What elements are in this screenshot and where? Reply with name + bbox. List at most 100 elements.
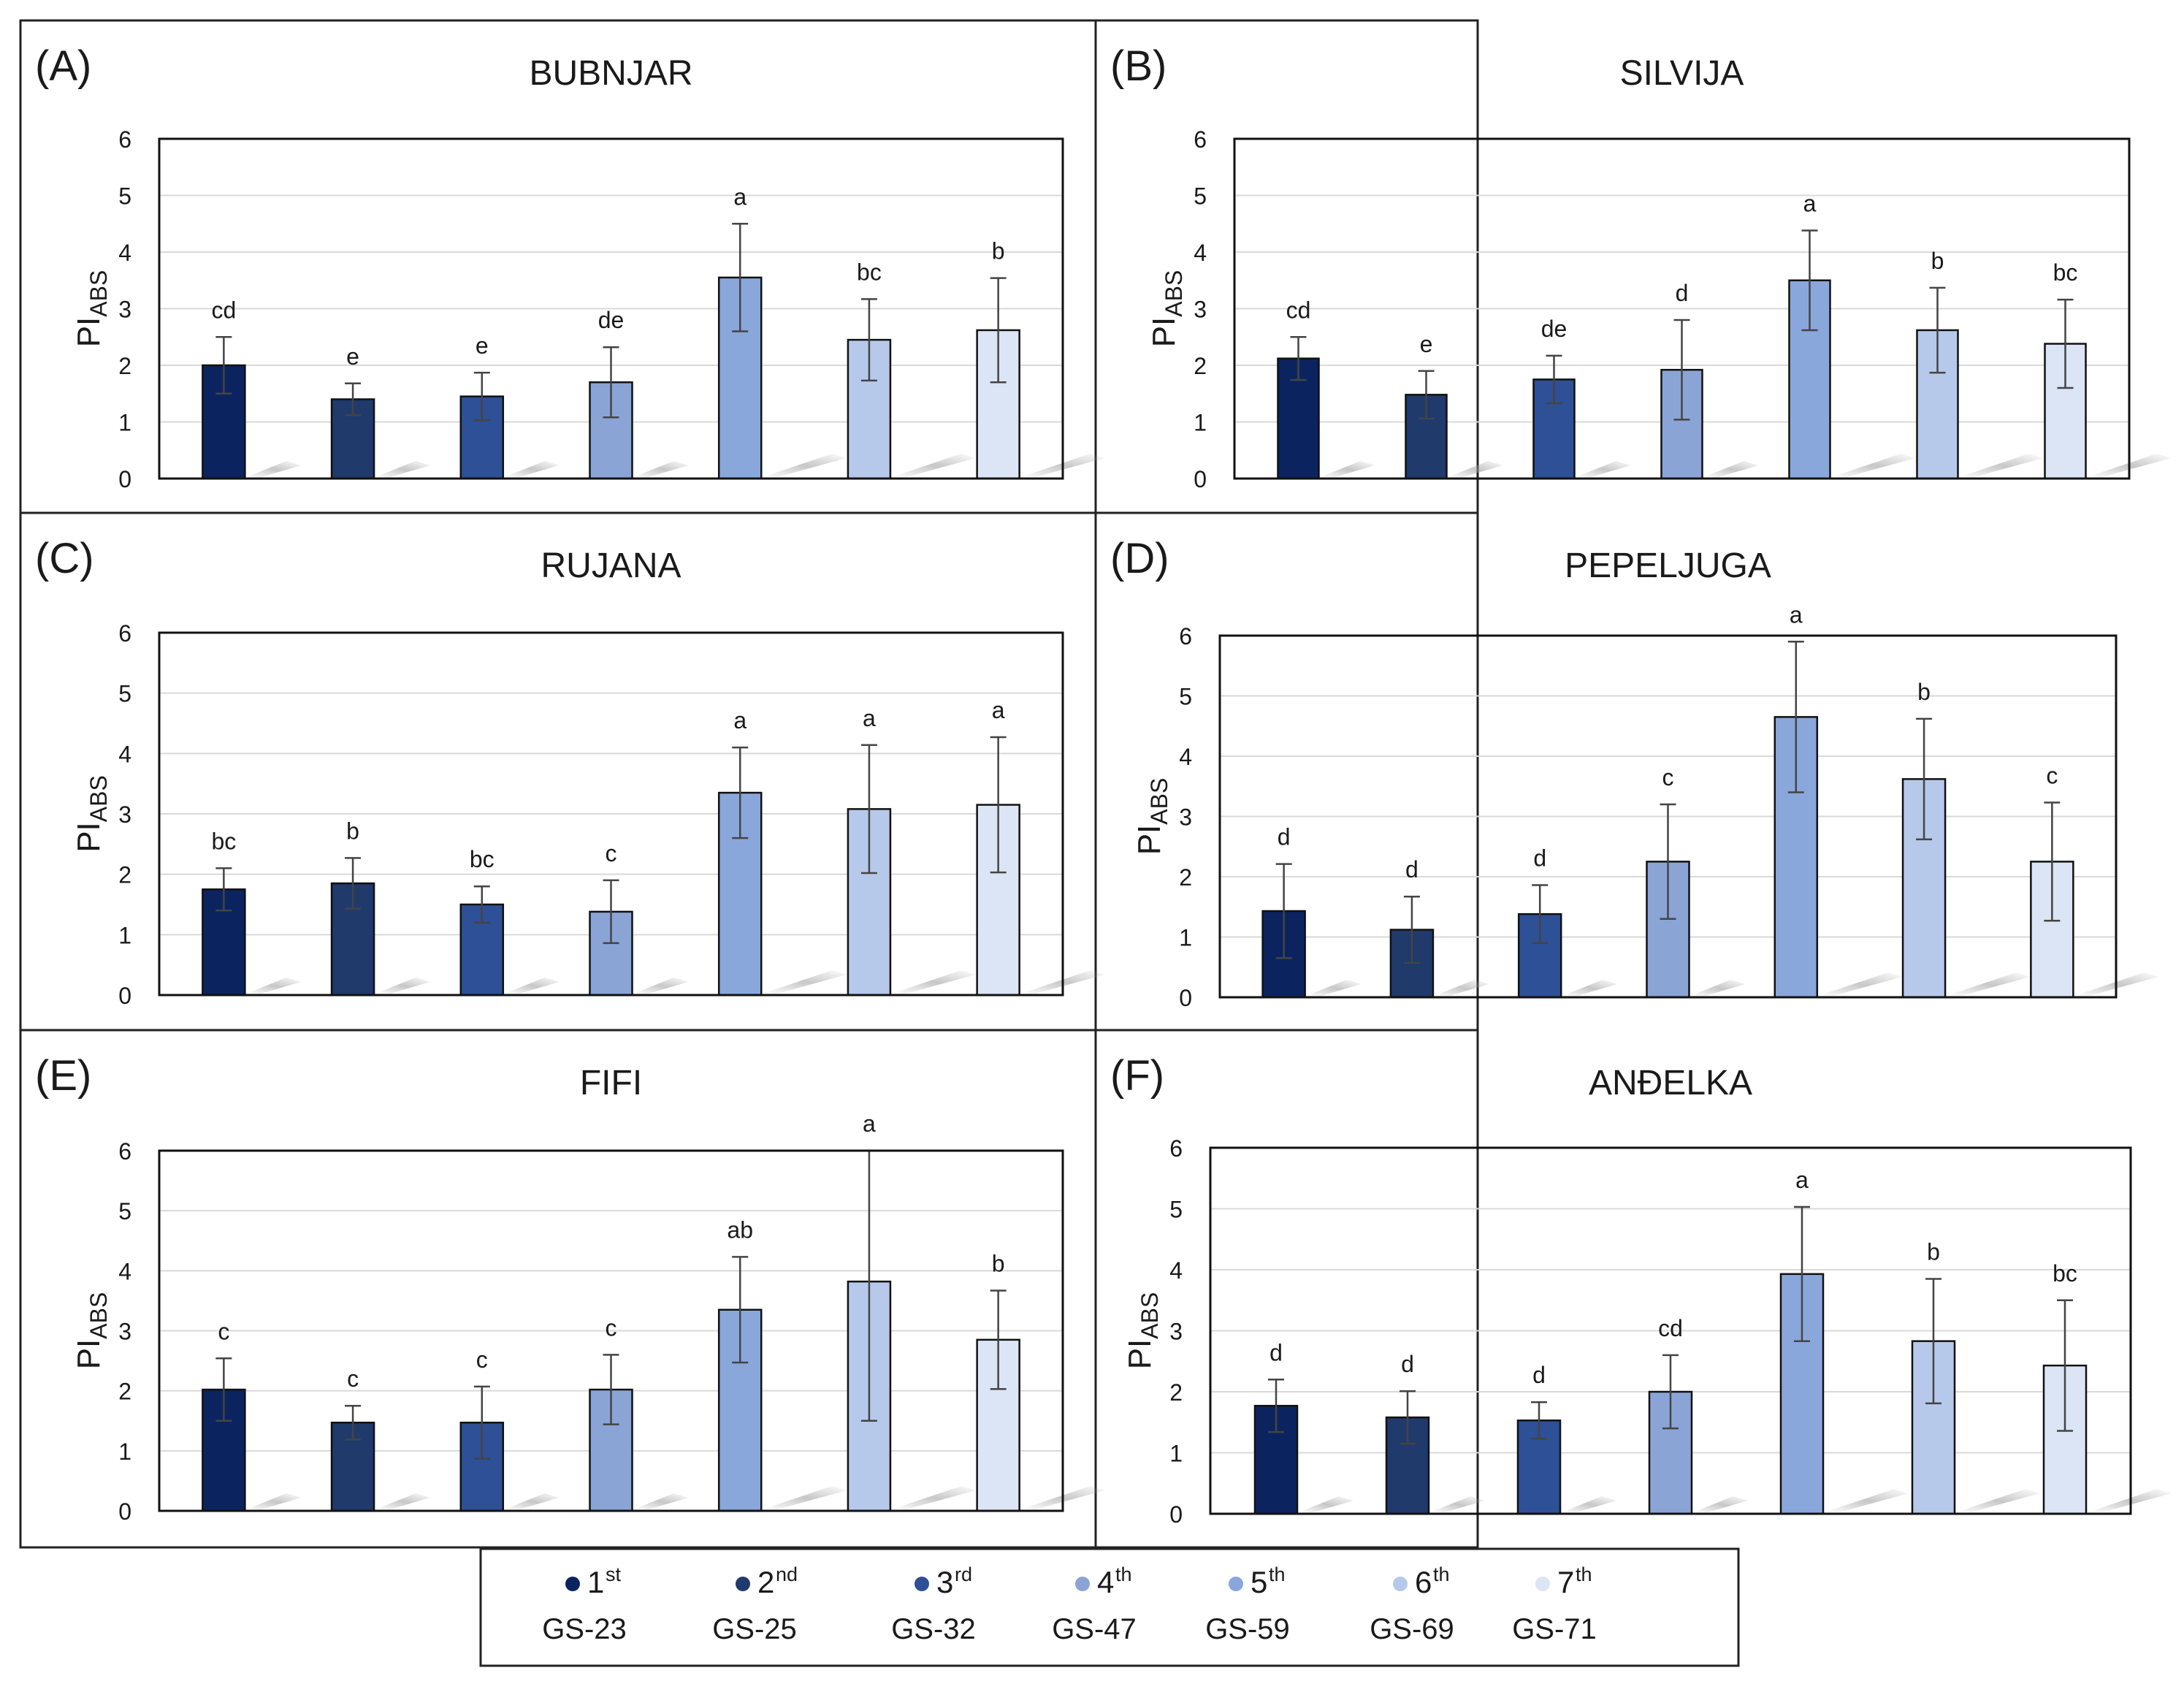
- legend-marker: [1229, 1577, 1243, 1591]
- y-axis-label-main: PI: [71, 822, 107, 853]
- significance-letter: a: [992, 697, 1005, 723]
- legend-stage-code: GS-32: [891, 1613, 976, 1645]
- significance-letter: e: [1420, 331, 1433, 357]
- plot-area-border: [158, 137, 1064, 480]
- y-tick-label: 5: [1169, 1197, 1183, 1223]
- y-axis-label-sub: ABS: [85, 1292, 112, 1339]
- significance-letter: e: [476, 332, 489, 359]
- panel-label: (D): [1110, 535, 1169, 582]
- chart-panel-b: (B) SILVIJA 0 1 2 3 4 5 6 PIABS cd e de d a b bc: [1110, 42, 2172, 492]
- y-tick-label: 2: [118, 1379, 131, 1405]
- significance-letter: de: [598, 307, 625, 333]
- y-tick-label: 3: [118, 1319, 131, 1345]
- y-tick-label: 6: [118, 126, 131, 153]
- bar-shadow: [891, 454, 976, 477]
- legend-stage-code: GS-25: [712, 1613, 797, 1645]
- bar-shadow: [891, 970, 976, 994]
- significance-letter: a: [863, 705, 876, 731]
- chart-panel-c: (C) RUJANA 0 1 2 3 4 5 6 PIABS bc b bc c a a a: [35, 535, 1105, 1009]
- legend-stage-code: GS-59: [1205, 1613, 1290, 1645]
- y-tick-label: 4: [1169, 1257, 1183, 1284]
- chart-panel-a: (A) BUBNJAR 0 1 2 3 4 5 6 PIABS cd e e de a bc b: [35, 42, 1105, 492]
- y-tick-label: 6: [1179, 623, 1192, 649]
- bar-shadow: [504, 1493, 560, 1509]
- bar-shadow: [1448, 461, 1503, 477]
- legend-marker: [565, 1577, 580, 1591]
- legend-stage-suffix: th: [1115, 1563, 1132, 1585]
- legend-marker: [1075, 1577, 1090, 1591]
- y-axis-label-sub: ABS: [1137, 1292, 1163, 1339]
- panel-label: (F): [1110, 1052, 1164, 1100]
- significance-letter: c: [2046, 763, 2058, 789]
- panel-label: (E): [35, 1052, 91, 1100]
- significance-letter: cd: [1286, 297, 1311, 323]
- significance-letter: a: [1795, 1167, 1809, 1193]
- significance-letter: a: [733, 707, 747, 734]
- chart-title: PEPELJUGA: [1565, 546, 1771, 585]
- legend-marker: [1535, 1577, 1550, 1591]
- panel-label: (A): [35, 42, 91, 90]
- figure-border: [19, 19, 1479, 1549]
- legend-marker: [736, 1577, 750, 1591]
- significance-letter: a: [863, 1110, 876, 1137]
- legend-stage-suffix: th: [1433, 1563, 1450, 1585]
- bar-shadow: [1831, 454, 1916, 477]
- legend-item: 2 nd GS-25: [712, 1563, 798, 1645]
- y-axis-label-main: PI: [71, 1339, 107, 1370]
- y-tick-label: 4: [118, 741, 131, 767]
- bar-shadow: [1562, 980, 1618, 996]
- legend-stage-number: 4: [1097, 1565, 1114, 1599]
- legend-stage-suffix: rd: [955, 1563, 972, 1585]
- y-axis-label: PIABS: [1131, 778, 1172, 856]
- significance-letter: bc: [2053, 259, 2078, 286]
- y-axis-label-main: PI: [1131, 825, 1167, 856]
- plot-area-border: [1233, 137, 2131, 480]
- bar-shadow: [633, 1493, 689, 1509]
- significance-letter: c: [476, 1346, 488, 1373]
- y-axis-label: PIABS: [71, 775, 112, 853]
- significance-letter: d: [1532, 1362, 1546, 1388]
- y-tick-label: 5: [118, 681, 131, 707]
- legend-marker: [915, 1577, 929, 1591]
- significance-letter: bc: [470, 846, 495, 872]
- y-tick-label: 2: [118, 353, 131, 379]
- legend-stage-code: GS-71: [1512, 1613, 1597, 1645]
- significance-letter: b: [992, 1250, 1005, 1276]
- y-tick-label: 4: [1179, 744, 1192, 770]
- y-tick-label: 5: [118, 1198, 131, 1224]
- bar-shadow: [1430, 1496, 1485, 1512]
- significance-letter: de: [1541, 316, 1568, 342]
- bar-shadow: [1434, 980, 1489, 996]
- bar-shadow: [1825, 1489, 1909, 1512]
- bar-shadow: [246, 461, 302, 477]
- y-axis-label: PIABS: [1146, 270, 1187, 348]
- bar-shadow: [1306, 980, 1362, 996]
- legend-item: 3 rd GS-32: [891, 1563, 976, 1645]
- significance-letter: e: [346, 343, 359, 370]
- significance-letter: d: [1278, 824, 1291, 850]
- y-tick-label: 3: [118, 297, 131, 323]
- y-axis-label-sub: ABS: [1161, 270, 1187, 317]
- significance-letter: d: [1676, 280, 1689, 306]
- legend-stage-suffix: th: [1576, 1563, 1592, 1585]
- legend-stage-number: 3: [936, 1565, 953, 1599]
- bar-shadow: [891, 1486, 976, 1509]
- bar-shadow: [1690, 980, 1746, 996]
- bar-shadow: [763, 454, 847, 477]
- y-axis-label-main: PI: [1146, 317, 1182, 348]
- legend-marker: [1393, 1577, 1408, 1591]
- bar-shadow: [1703, 461, 1759, 477]
- y-tick-label: 2: [1179, 864, 1192, 891]
- chart-title: RUJANA: [541, 546, 681, 585]
- significance-letter: d: [1401, 1351, 1414, 1377]
- y-axis-label-sub: ABS: [85, 270, 112, 317]
- legend-item: 5 th GS-59: [1205, 1563, 1290, 1645]
- panel-label: (B): [1110, 42, 1167, 90]
- significance-letter: cd: [1658, 1315, 1683, 1341]
- bar-shadow: [504, 978, 560, 994]
- significance-letter: ab: [727, 1216, 753, 1243]
- y-tick-label: 1: [118, 1439, 131, 1465]
- y-tick-label: 2: [118, 862, 131, 888]
